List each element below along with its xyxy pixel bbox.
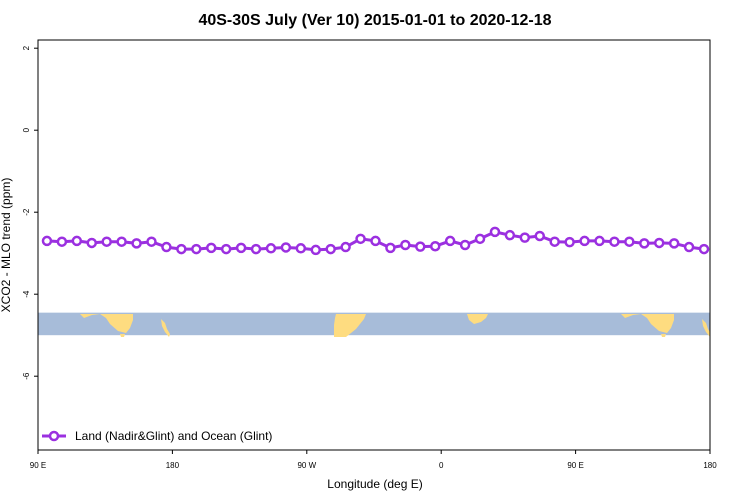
legend: Land (Nadir&Glint) and Ocean (Glint) [42, 429, 272, 443]
data-point [310, 244, 322, 256]
land-tasmania-repeat [661, 334, 666, 337]
data-point [474, 233, 486, 245]
land-tasmania [120, 334, 125, 337]
data-point [415, 241, 426, 252]
data-point [116, 236, 127, 247]
x-tick-label: 180 [703, 461, 717, 470]
land-new-zealand-repeat [702, 319, 710, 337]
x-tick-label: 90 E [567, 461, 583, 470]
land-masses [72, 314, 710, 337]
ocean-band [38, 312, 710, 336]
data-point [609, 236, 620, 247]
data-point [191, 243, 202, 255]
plot-frame [37, 39, 711, 451]
data-point [639, 238, 650, 249]
y-tick-label: -6 [22, 372, 31, 380]
data-point [370, 235, 381, 247]
x-tick-label: 0 [439, 461, 444, 470]
data-point [41, 235, 53, 247]
data-point [280, 242, 292, 253]
data-point [161, 241, 172, 253]
data-point [385, 242, 396, 254]
data-point [683, 241, 695, 253]
land-south-america [334, 314, 366, 337]
data-point [653, 237, 665, 249]
legend-marker [48, 430, 60, 442]
map-strip [38, 312, 710, 337]
data-point [295, 243, 307, 254]
data-point [205, 242, 217, 254]
land-australia-repeat [613, 314, 674, 333]
y-tick-label: 2 [22, 45, 31, 50]
land-australia [72, 314, 133, 333]
data-point [400, 239, 411, 251]
data-point [265, 243, 277, 254]
data-point [101, 236, 112, 247]
data-point [71, 235, 83, 247]
data-point [489, 226, 501, 238]
data-point [325, 243, 336, 255]
y-axis: 2 0 -2 -4 -6 [22, 45, 38, 380]
data-point [220, 243, 232, 255]
data-point [56, 236, 68, 247]
data-point [549, 236, 560, 247]
data-point [250, 243, 262, 255]
series-layer [41, 226, 710, 256]
data-point [235, 242, 247, 254]
data-point [504, 229, 516, 241]
y-axis-label: XCO2 - MLO trend (ppm) [0, 178, 13, 313]
x-tick-label: 90 W [297, 461, 316, 470]
data-point [534, 230, 546, 242]
y-tick-label: -2 [22, 208, 31, 216]
x-tick-label: 90 E [30, 461, 46, 470]
data-point [176, 243, 187, 255]
data-point [340, 241, 351, 253]
data-point [519, 232, 531, 243]
data-point [579, 235, 590, 247]
data-point [86, 237, 98, 249]
data-point [355, 233, 366, 245]
data-point [698, 243, 710, 255]
y-tick-label: -4 [22, 290, 31, 298]
y-tick-label: 0 [22, 127, 31, 132]
x-axis: 90 E 180 90 W 0 90 E 180 [30, 450, 717, 470]
land-new-zealand [161, 319, 170, 337]
data-point [429, 240, 441, 252]
x-tick-label: 180 [166, 461, 180, 470]
data-point [146, 236, 157, 247]
data-point [564, 236, 575, 248]
data-point [131, 238, 142, 249]
data-point [459, 239, 471, 251]
data-point [668, 238, 680, 249]
data-point [444, 235, 456, 247]
x-axis-label: Longitude (deg E) [327, 477, 422, 491]
legend-label: Land (Nadir&Glint) and Ocean (Glint) [75, 429, 272, 443]
land-africa [467, 314, 488, 324]
data-point [594, 235, 605, 247]
chart-title: 40S-30S July (Ver 10) 2015-01-01 to 2020… [198, 12, 551, 29]
data-point [624, 236, 635, 247]
